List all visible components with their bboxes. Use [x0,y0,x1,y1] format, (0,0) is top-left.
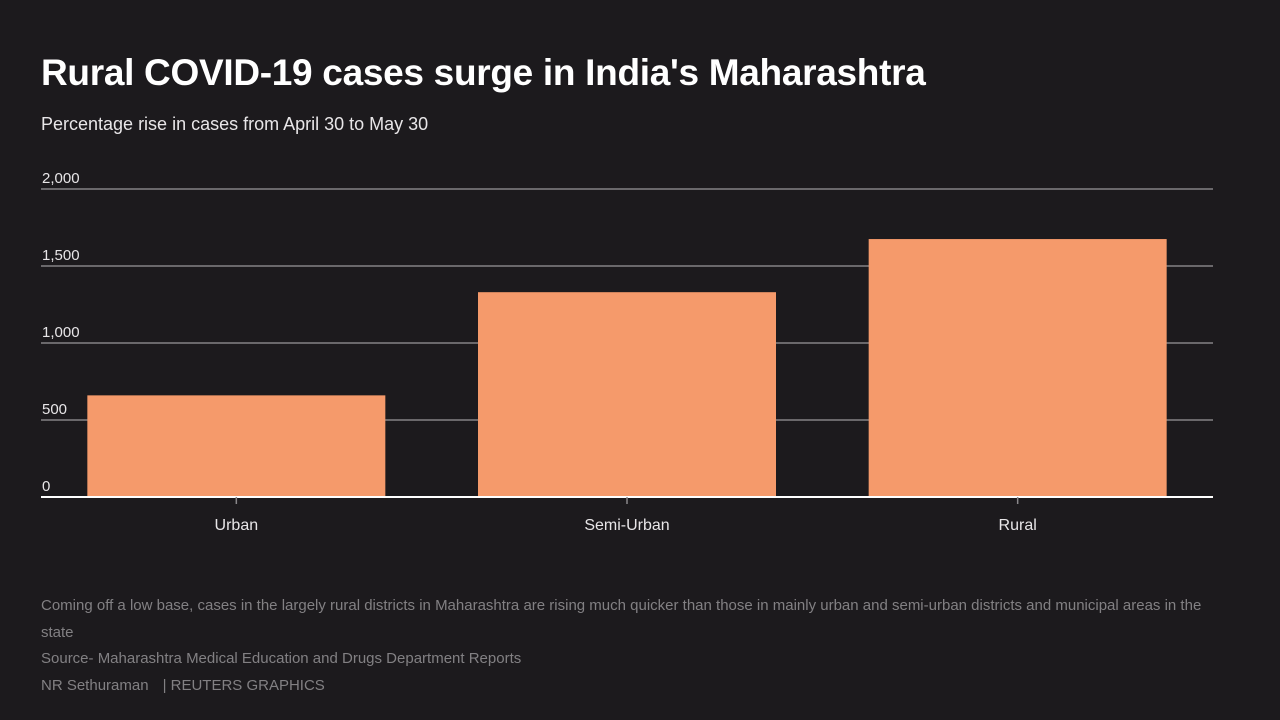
footnote: Coming off a low base, cases in the larg… [41,597,1202,641]
chart-footer: Coming off a low base, cases in the larg… [41,593,1221,699]
y-tick-label: 2,000 [42,170,80,187]
y-tick-label: 1,000 [42,324,80,341]
bar-semi-urban [478,292,776,497]
agency-credit: | REUTERS GRAPHICS [162,676,325,694]
x-axis [41,496,1213,504]
bars [87,239,1167,498]
author-credit: NR Sethuraman [41,676,149,694]
source-note: Source- Maharashtra Medical Education an… [41,650,522,667]
x-tick-label: Semi-Urban [584,517,669,534]
chart-title: Rural COVID-19 cases surge in India's Ma… [41,52,926,93]
x-tick-label: Urban [215,517,259,534]
credit-line: NR Sethuraman | REUTERS GRAPHICS [41,673,1221,700]
bar-rural [868,239,1167,498]
chart-subtitle: Percentage rise in cases from April 30 t… [41,114,429,134]
bar-urban [87,395,386,497]
y-tick-label: 1,500 [42,247,80,264]
axis-labels: 0 500 1,000 1,500 2,000 Urban Semi-Urban Rural [42,170,1037,534]
x-tick-label: Rural [999,517,1037,534]
y-tick-label: 0 [42,478,50,495]
y-tick-label: 500 [42,401,67,418]
